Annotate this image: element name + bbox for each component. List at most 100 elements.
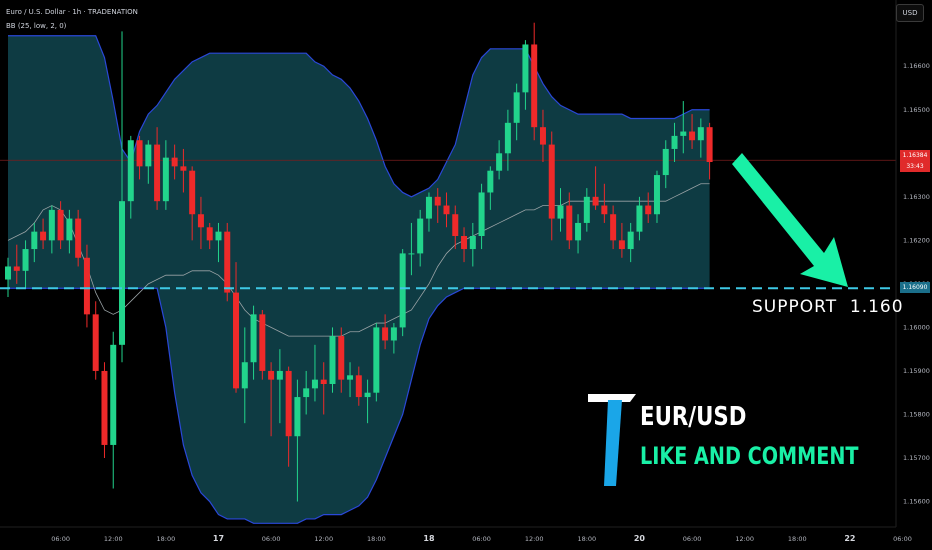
candle-body xyxy=(92,314,99,371)
y-tick-label: 1.16500 xyxy=(903,106,930,114)
candle-body xyxy=(487,170,494,193)
candle-body xyxy=(539,127,546,145)
y-tick-label: 1.16300 xyxy=(903,193,930,201)
candle-body xyxy=(40,231,47,241)
candle-body xyxy=(618,240,625,250)
y-tick-label: 1.15600 xyxy=(903,498,930,506)
symbol-legend[interactable]: Euro / U.S. Dollar · 1h · TRADENATION xyxy=(6,8,138,16)
price-scale-background xyxy=(896,0,932,550)
candle-body xyxy=(215,231,222,241)
candle-body xyxy=(522,44,529,93)
candle-body xyxy=(627,231,634,250)
x-tick-label: 17 xyxy=(213,534,224,543)
candle-body xyxy=(601,205,608,215)
x-tick-label: 06:00 xyxy=(683,535,702,543)
x-tick-label: 12:00 xyxy=(735,535,754,543)
candle-body xyxy=(434,196,441,206)
candle-body xyxy=(364,392,371,398)
x-tick-label: 18 xyxy=(423,534,435,543)
candle-body xyxy=(197,214,204,228)
candle-body xyxy=(469,236,476,250)
candle-body xyxy=(355,375,362,398)
y-tick-label: 1.15900 xyxy=(903,367,930,375)
candle-body xyxy=(583,196,590,223)
candle-body xyxy=(180,166,187,171)
y-tick-label: 1.16600 xyxy=(903,62,930,70)
current-price-label: 1.16384 xyxy=(902,152,928,159)
candle-body xyxy=(22,249,29,271)
candle-body xyxy=(671,135,678,149)
indicator-legend[interactable]: BB (25, low, 2, 0) xyxy=(6,22,67,30)
candle-body xyxy=(425,196,432,219)
candle-body xyxy=(241,362,248,389)
candle-body xyxy=(189,170,196,215)
candle-body xyxy=(478,192,485,236)
candle-body xyxy=(268,370,275,380)
x-tick-label: 06:00 xyxy=(51,535,70,543)
y-tick-label: 1.15800 xyxy=(903,410,930,418)
candle-body xyxy=(566,205,573,241)
candle-body xyxy=(662,148,669,176)
candle-body xyxy=(110,344,117,445)
current-price-tag: 1.16384 33:43 xyxy=(900,150,930,172)
candle-body xyxy=(496,153,503,171)
candle-body xyxy=(303,388,310,398)
y-tick-label: 1.15700 xyxy=(903,454,930,462)
candle-body xyxy=(689,131,696,141)
support-price-tag: 1.16090 xyxy=(900,282,930,293)
candle-body xyxy=(119,201,126,345)
candle-body xyxy=(206,227,213,241)
candle-body xyxy=(154,144,161,202)
candle-body xyxy=(636,205,643,232)
candle-body xyxy=(13,266,20,271)
down-arrow-icon xyxy=(732,153,848,287)
x-tick-label: 18:00 xyxy=(156,535,175,543)
candle-body xyxy=(653,175,660,215)
candle-body xyxy=(575,222,582,241)
candle-body xyxy=(311,379,318,389)
candle-body xyxy=(285,370,292,437)
x-tick-label: 12:00 xyxy=(525,535,544,543)
currency-button[interactable]: USD xyxy=(896,4,924,22)
candle-body xyxy=(145,144,152,167)
x-tick-label: 18:00 xyxy=(367,535,386,543)
y-tick-label: 1.16200 xyxy=(903,236,930,244)
x-tick-label: 06:00 xyxy=(472,535,491,543)
candle-body xyxy=(382,327,389,341)
candle-body xyxy=(5,266,11,280)
bar-countdown-label: 33:43 xyxy=(906,163,924,170)
candle-body xyxy=(697,127,704,141)
candle-body xyxy=(680,131,687,136)
candle-body xyxy=(399,253,406,328)
candle-body xyxy=(338,336,345,380)
candle-body xyxy=(171,157,178,167)
brand-title: EUR/USD xyxy=(640,402,747,432)
candle-body xyxy=(276,370,283,380)
x-tick-label: 18:00 xyxy=(577,535,596,543)
candle-body xyxy=(162,157,169,202)
candle-body xyxy=(83,257,90,315)
candle-body xyxy=(31,231,38,250)
candle-body xyxy=(531,44,538,128)
candle-body xyxy=(548,144,555,219)
candle-body xyxy=(66,218,73,241)
candle-body xyxy=(233,292,240,389)
support-label: SUPPORT 1.160 xyxy=(752,297,904,317)
candle-body xyxy=(461,236,468,250)
candle-body xyxy=(320,379,327,384)
y-tick-label: 1.16000 xyxy=(903,323,930,331)
candle-body xyxy=(75,218,82,258)
x-tick-label: 12:00 xyxy=(314,535,333,543)
brand-logo-icon xyxy=(588,394,636,486)
x-tick-label: 06:00 xyxy=(893,535,912,543)
candle-body xyxy=(417,218,424,254)
candle-body xyxy=(645,205,652,215)
candle-body xyxy=(347,375,354,380)
candle-body xyxy=(329,336,336,384)
bollinger-upper-line xyxy=(8,35,710,198)
candle-body xyxy=(136,140,143,167)
candle-body xyxy=(592,196,599,206)
candle-body xyxy=(294,397,301,437)
